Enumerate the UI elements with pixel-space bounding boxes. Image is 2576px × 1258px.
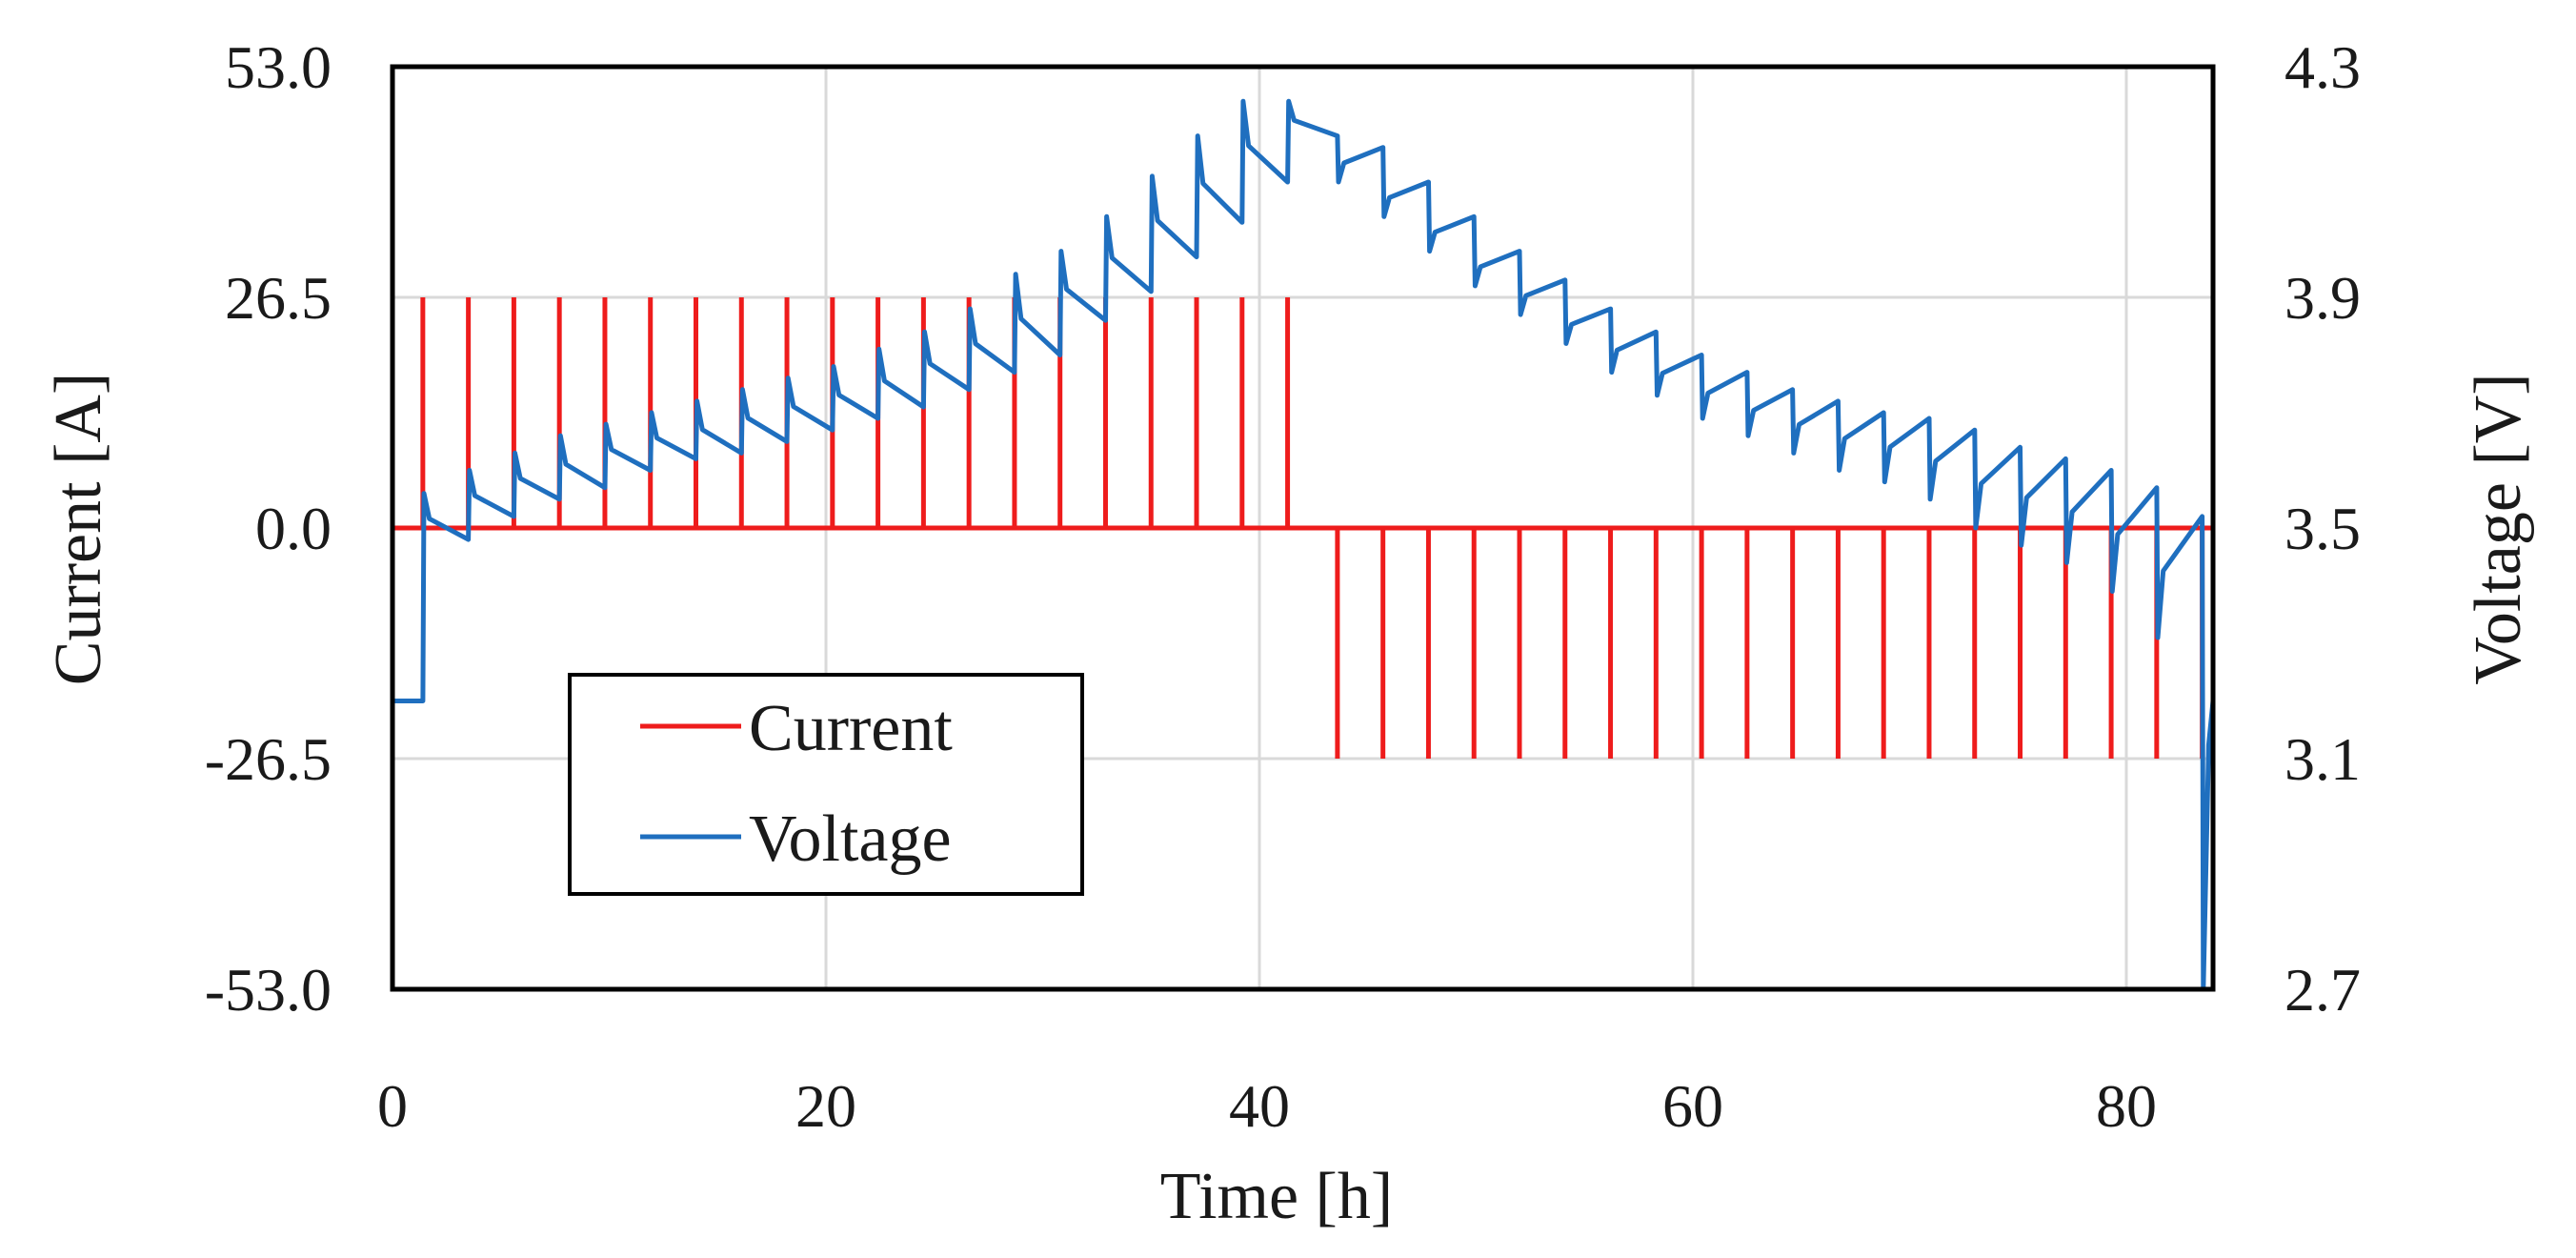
voltage-series: [392, 98, 2216, 992]
voltage-line: [392, 98, 2216, 992]
legend-box: [568, 673, 1084, 896]
y-right-tick-label: 4.3: [2284, 33, 2361, 101]
y-right-tick-label: 2.7: [2284, 956, 2361, 1024]
y-left-tick-label: 26.5: [225, 264, 332, 332]
x-axis-title: Time [h]: [1160, 1160, 1393, 1233]
x-tick-label: 60: [1662, 1072, 1723, 1140]
legend-voltage-label: Voltage: [749, 802, 952, 876]
y-right-tick-label: 3.5: [2284, 495, 2361, 562]
y-left-tick-label: 0.0: [255, 495, 332, 562]
x-tick-label: 40: [1229, 1072, 1290, 1140]
y-left-tick-label: 53.0: [225, 33, 332, 101]
x-tick-label: 0: [377, 1072, 408, 1140]
y-axis-left-title: Current [A]: [42, 373, 115, 686]
x-tick-label: 20: [795, 1072, 856, 1140]
tick-labels: 0 20 40 60 80 53.0 26.5 0.0 -26.5 -53.0 4.3 3.9 3.5 3…: [205, 33, 2361, 1140]
y-right-tick-label: 3.1: [2284, 725, 2361, 793]
y-right-tick-label: 3.9: [2284, 264, 2361, 332]
y-left-tick-label: -53.0: [205, 956, 332, 1024]
plot-frame: [390, 64, 2216, 992]
legend: Current Voltage: [568, 673, 1084, 896]
y-axis-right-title: Voltage [V]: [2462, 373, 2535, 684]
legend-current-label: Current: [749, 692, 953, 765]
y-left-tick-label: -26.5: [205, 725, 332, 793]
x-tick-label: 80: [2096, 1072, 2157, 1140]
